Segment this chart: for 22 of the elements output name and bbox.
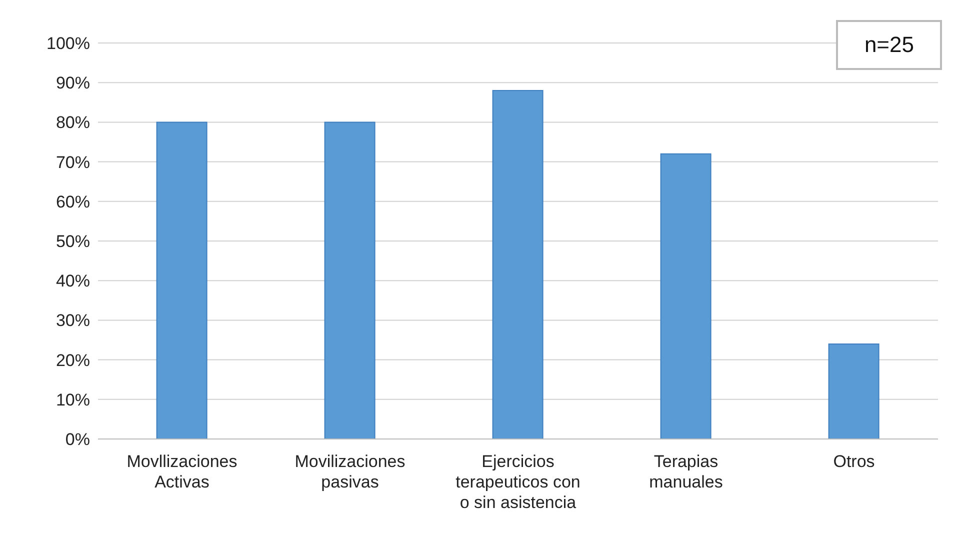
- bar: [492, 90, 544, 439]
- y-tick-label: 0%: [65, 430, 90, 450]
- y-tick-label: 30%: [56, 311, 90, 330]
- bar: [660, 153, 712, 439]
- bar: [324, 122, 376, 439]
- x-tick-label: Otros: [833, 452, 875, 472]
- annotation: n=25: [836, 20, 942, 70]
- y-tick-label: 50%: [56, 232, 90, 252]
- x-tick-label: Movilizaciones pasivas: [294, 452, 406, 492]
- x-tick-label: Ejercicios terapeuticos con o sin asistencia: [456, 452, 580, 512]
- y-tick-label: 10%: [56, 390, 90, 410]
- bar: [828, 343, 880, 439]
- y-tick-label: 90%: [56, 74, 90, 93]
- y-tick-label: 80%: [56, 113, 90, 132]
- y-tick-label: 20%: [56, 350, 90, 370]
- y-tick-label: 100%: [46, 34, 90, 54]
- y-tick-label: 60%: [56, 192, 90, 212]
- x-tick-label: Terapias manuales: [649, 452, 723, 492]
- y-tick-label: 40%: [56, 272, 90, 291]
- y-tick-label: 70%: [56, 152, 90, 172]
- x-tick-label: Movllizaciones Activas: [126, 452, 238, 492]
- bar: [156, 122, 208, 439]
